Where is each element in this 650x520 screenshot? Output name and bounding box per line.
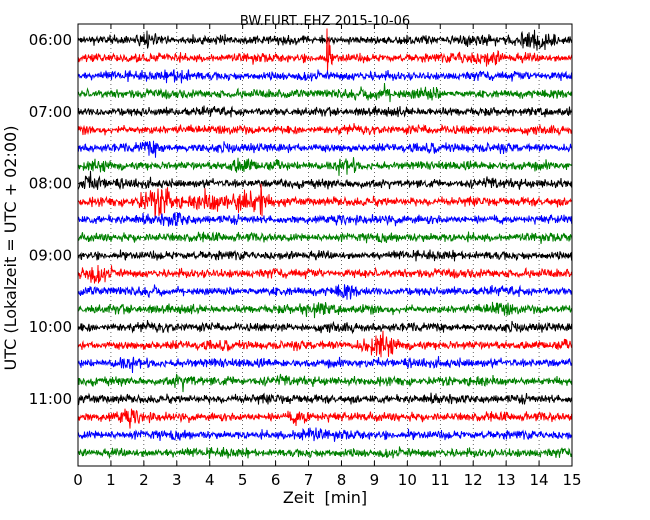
seismogram-traces <box>77 28 573 460</box>
seismogram-trace <box>77 330 573 358</box>
plot-frame <box>77 23 573 467</box>
seismogram-trace <box>77 446 573 460</box>
x-tick-label: 9 <box>370 471 380 489</box>
y-tick-label: 07:00 <box>29 103 72 121</box>
x-tick-label: 12 <box>464 471 483 489</box>
x-tick-label: 13 <box>497 471 516 489</box>
x-tick-label: 7 <box>304 471 314 489</box>
seismogram-trace <box>77 28 573 72</box>
x-tick-label: 3 <box>172 471 182 489</box>
seismogram-trace <box>77 356 573 374</box>
y-tick-label: 06:00 <box>29 31 72 49</box>
seismogram-trace <box>77 373 573 393</box>
seismogram-trace <box>77 249 573 262</box>
seismogram-trace <box>77 123 573 137</box>
seismogram-trace <box>77 69 573 84</box>
seismogram-trace <box>77 231 573 244</box>
seismogram-trace <box>77 29 573 51</box>
x-tick-label: 5 <box>238 471 248 489</box>
x-tick-label: 8 <box>337 471 347 489</box>
x-tick-label: 11 <box>431 471 450 489</box>
seismogram-trace <box>77 320 573 335</box>
y-tick-label: 09:00 <box>29 246 72 264</box>
seismogram-trace <box>77 82 573 103</box>
chart-title: BW.FURT..EHZ 2015-10-06 <box>240 14 410 29</box>
seismogram-trace <box>77 301 573 319</box>
seismogram-trace <box>77 157 573 176</box>
y-tick-label: 08:00 <box>29 175 72 193</box>
seismogram-trace <box>77 408 573 429</box>
x-tick-label: 15 <box>562 471 581 489</box>
x-axis-ticks: 0 1 2 3 4 5 6 7 8 9 10 11 12 13 14 15 <box>73 24 582 489</box>
x-tick-label: 14 <box>530 471 549 489</box>
seismogram-trace <box>77 170 573 190</box>
grid-lines <box>110 24 540 466</box>
x-tick-label: 4 <box>205 471 215 489</box>
x-tick-label: 6 <box>271 471 281 489</box>
x-tick-label: 0 <box>73 471 83 489</box>
seismogram-trace <box>77 105 573 118</box>
x-axis-label: Zeit [min] <box>283 488 367 507</box>
x-tick-label: 1 <box>106 471 116 489</box>
y-axis-label: UTC (Lokalzeit = UTC + 02:00) <box>1 126 20 371</box>
seismogram-trace <box>77 212 573 227</box>
seismogram-trace <box>77 264 573 284</box>
y-tick-label: 11:00 <box>29 390 72 408</box>
x-tick-label: 2 <box>139 471 149 489</box>
y-tick-label: 10:00 <box>29 318 72 336</box>
x-tick-label: 10 <box>398 471 417 489</box>
y-axis-ticks: 06:00 07:00 08:00 09:00 10:00 11:00 <box>29 31 572 408</box>
seismogram-trace <box>77 183 573 218</box>
seismogram-trace <box>77 392 573 406</box>
seismogram-trace <box>77 140 573 158</box>
seismogram-trace <box>77 427 573 442</box>
seismogram-trace <box>77 284 573 300</box>
